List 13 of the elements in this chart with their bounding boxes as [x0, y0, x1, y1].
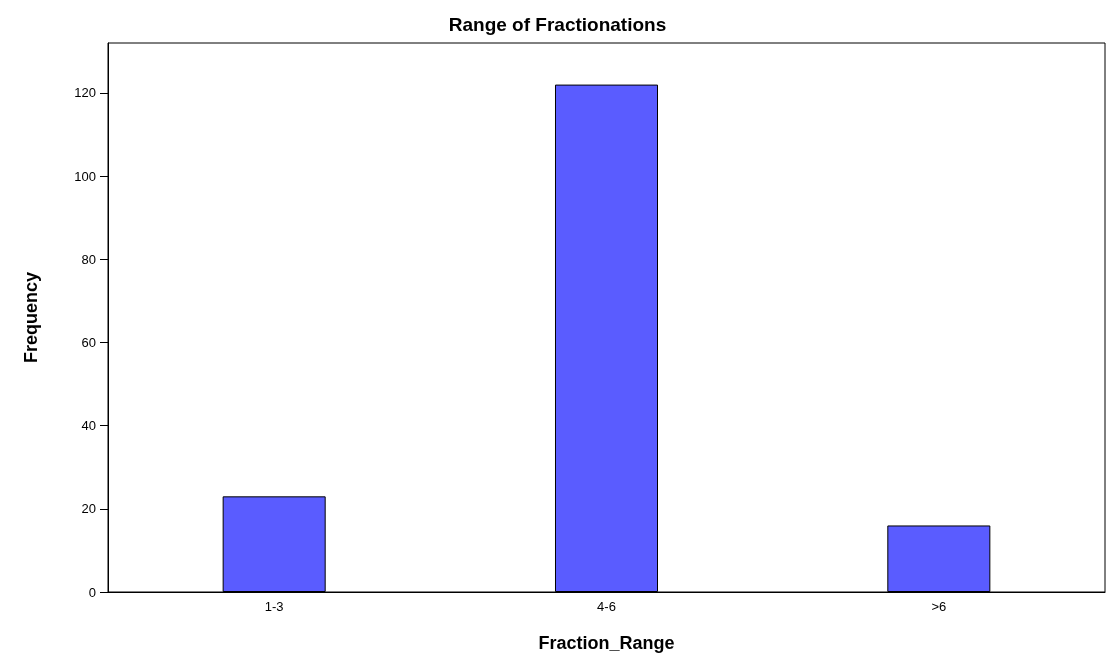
y-tick-label: 120 [74, 85, 96, 101]
x-tick-label: 4-6 [597, 599, 616, 614]
x-axis-title: Fraction_Range [538, 633, 675, 653]
y-tick-label: 80 [81, 251, 96, 267]
y-axis-title: Frequency [21, 271, 41, 364]
chart-title: Range of Fractionations [448, 14, 667, 35]
y-tick-label: 0 [88, 584, 96, 600]
y-tick-label: 100 [74, 168, 96, 184]
x-tick-label: >6 [931, 599, 947, 614]
y-tick-label: 40 [81, 418, 96, 434]
y-tick-label: 20 [81, 501, 96, 517]
x-tick-label: 1-3 [264, 599, 284, 614]
y-tick-label: 60 [81, 334, 96, 350]
